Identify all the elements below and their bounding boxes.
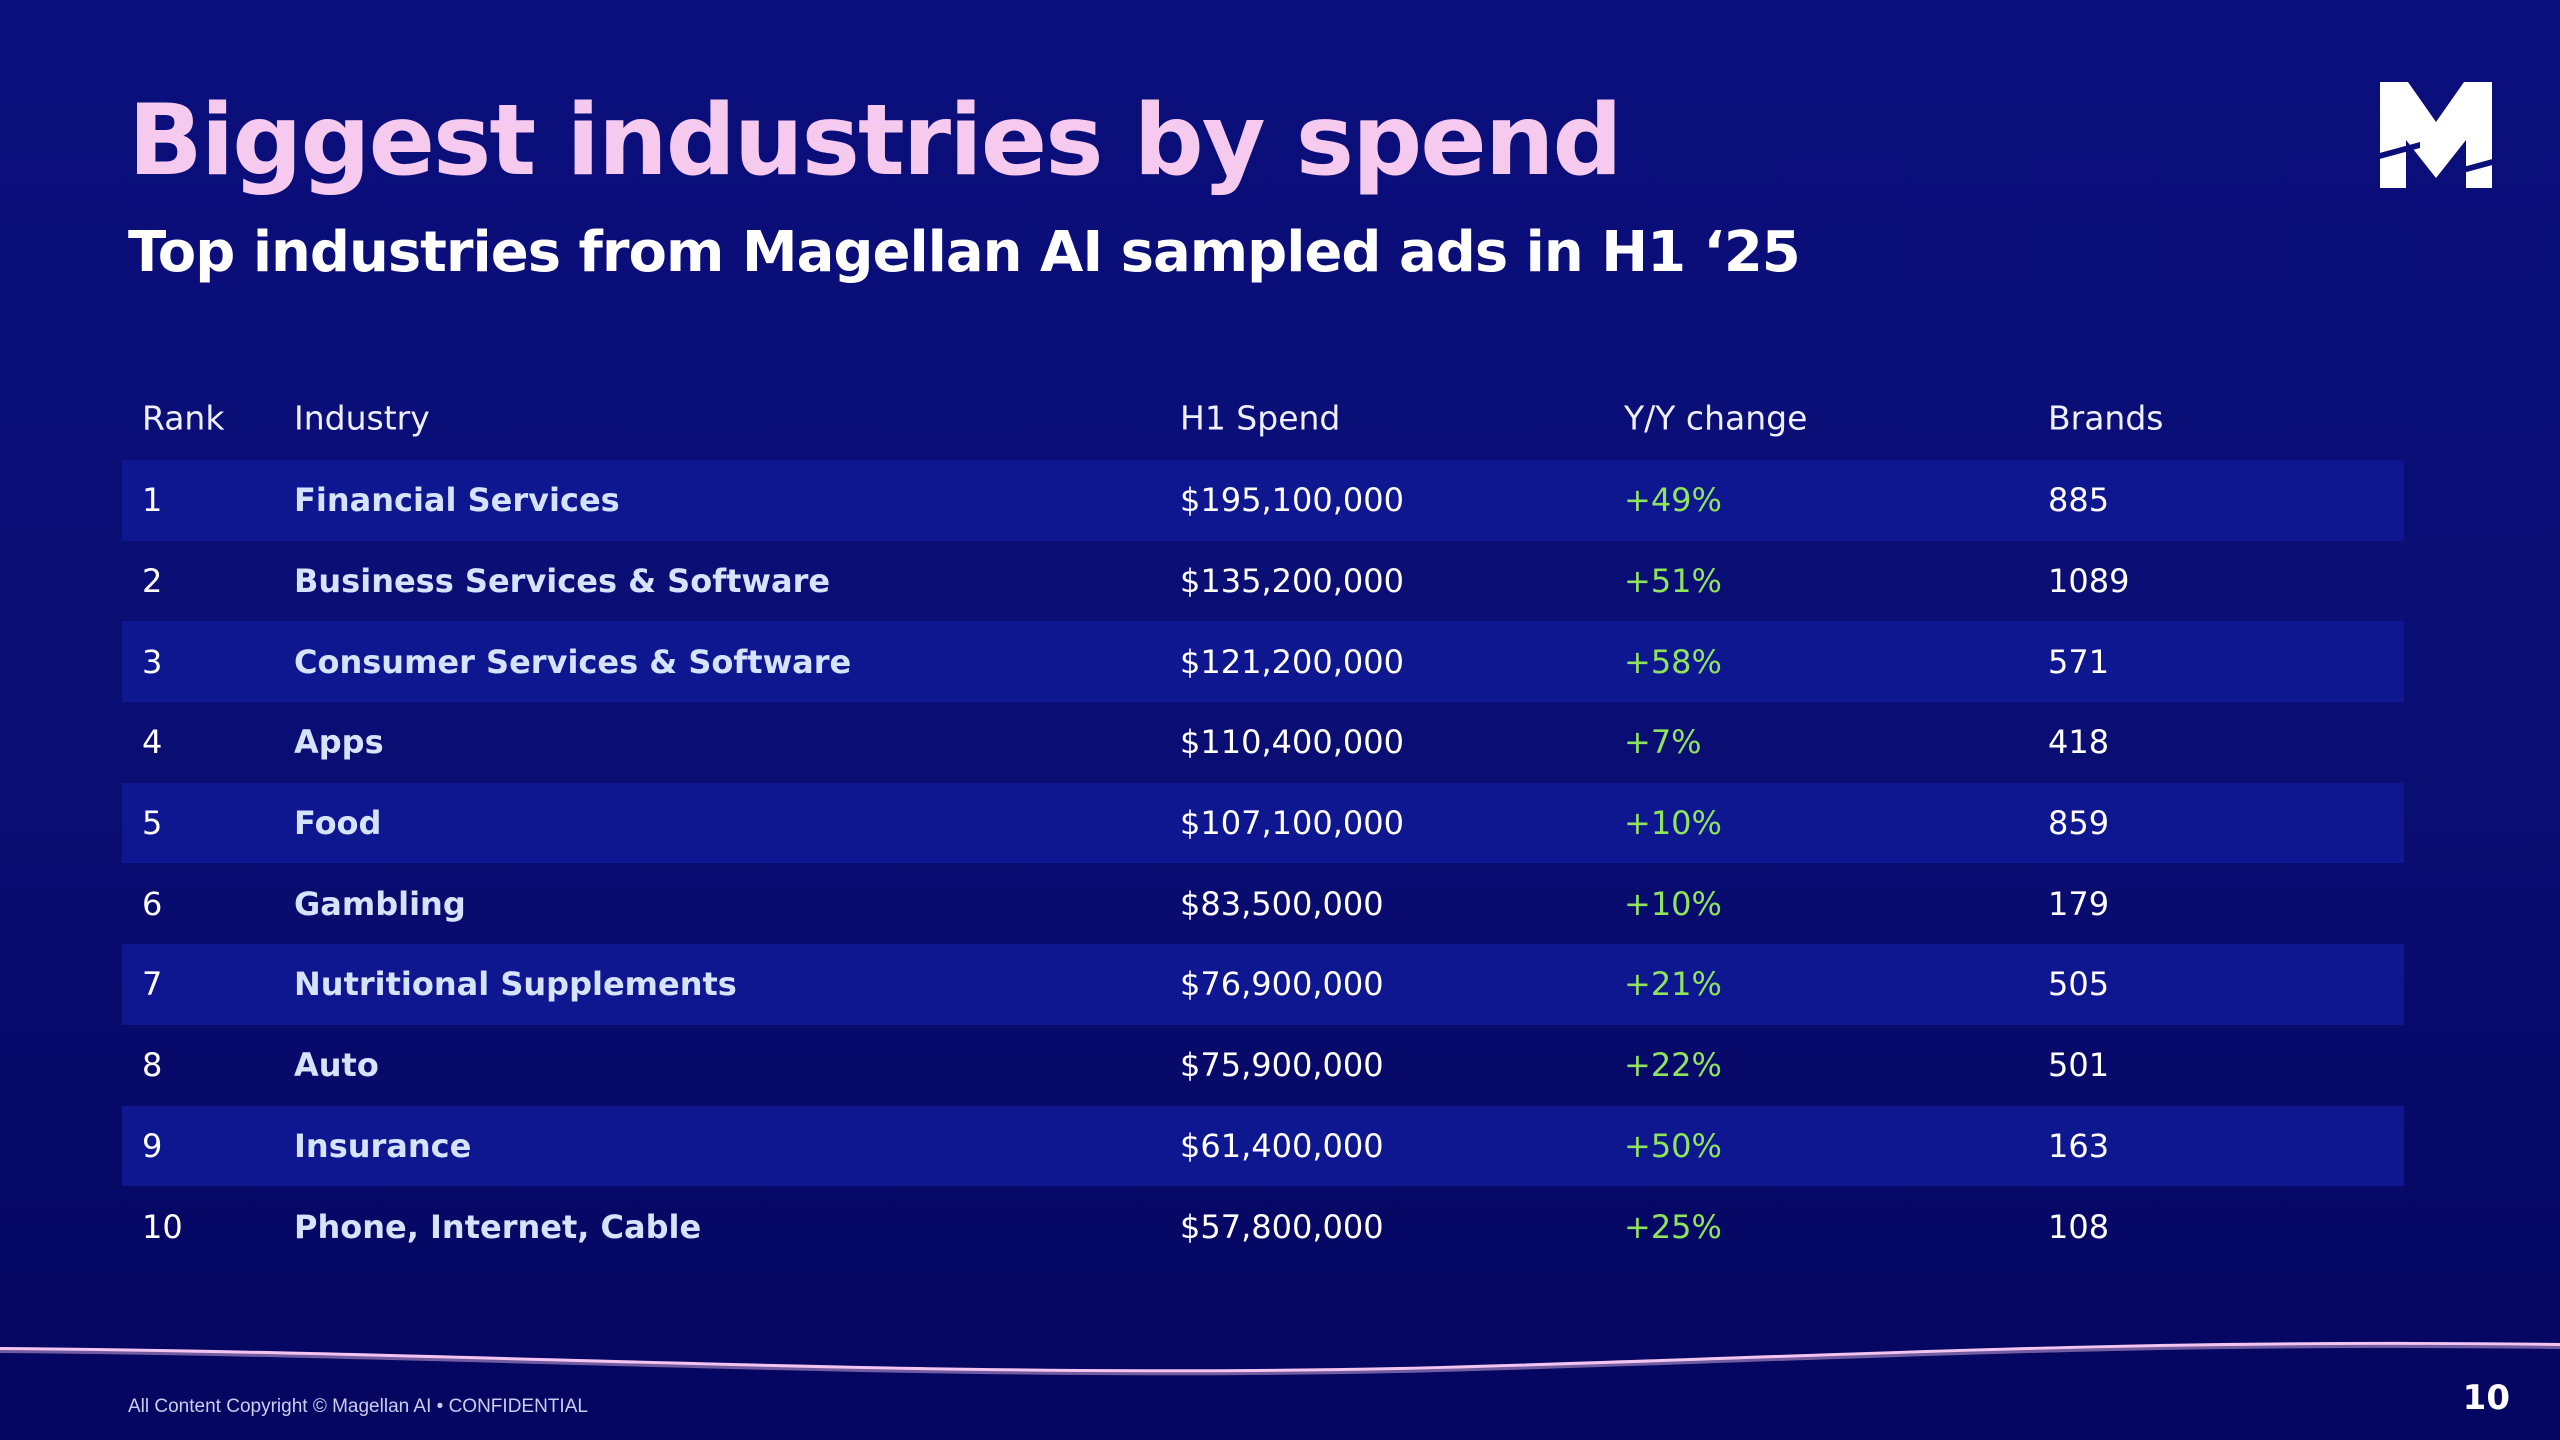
cell-spend: $195,100,000	[1180, 481, 1404, 520]
cell-brands: 179	[2048, 884, 2110, 923]
table-row: 8 Auto $75,900,000 +22% 501	[122, 1025, 2404, 1106]
cell-industry: Insurance	[294, 1126, 472, 1165]
header-brands: Brands	[2048, 398, 2164, 438]
header-industry: Industry	[294, 398, 430, 438]
cell-change: +7%	[1624, 723, 1702, 762]
table-row: 4 Apps $110,400,000 +7% 418	[122, 702, 2404, 783]
cell-brands: 163	[2048, 1126, 2110, 1165]
cell-change: +58%	[1624, 642, 1722, 681]
cell-rank: 7	[142, 965, 163, 1004]
cell-brands: 1089	[2048, 562, 2130, 601]
cell-brands: 571	[2048, 642, 2110, 681]
cell-rank: 10	[142, 1207, 183, 1246]
cell-change: +49%	[1624, 481, 1722, 520]
table-row: 9 Insurance $61,400,000 +50% 163	[122, 1105, 2404, 1187]
page-number: 10	[2462, 1378, 2510, 1418]
cell-change: +10%	[1624, 884, 1722, 923]
cell-spend: $75,900,000	[1180, 1046, 1384, 1085]
table-row: 6 Gambling $83,500,000 +10% 179	[122, 863, 2404, 944]
header-spend: H1 Spend	[1180, 398, 1341, 438]
cell-industry: Food	[294, 804, 382, 843]
cell-brands: 505	[2048, 965, 2110, 1004]
industries-table: Rank Industry H1 Spend Y/Y change Brands…	[122, 376, 2404, 1267]
cell-industry: Auto	[294, 1046, 379, 1085]
table-row: 10 Phone, Internet, Cable $57,800,000 +2…	[122, 1186, 2404, 1267]
cell-spend: $57,800,000	[1180, 1207, 1384, 1246]
table-header: Rank Industry H1 Spend Y/Y change Brands	[122, 376, 2404, 460]
cell-spend: $61,400,000	[1180, 1126, 1384, 1165]
cell-rank: 4	[142, 723, 163, 762]
cell-industry: Phone, Internet, Cable	[294, 1207, 702, 1246]
cell-change: +50%	[1624, 1126, 1722, 1165]
cell-change: +51%	[1624, 562, 1722, 601]
cell-spend: $121,200,000	[1180, 642, 1404, 681]
cell-rank: 5	[142, 804, 163, 843]
cell-brands: 501	[2048, 1046, 2110, 1085]
page-title: Biggest industries by spend	[128, 84, 1623, 198]
cell-change: +10%	[1624, 804, 1722, 843]
cell-industry: Business Services & Software	[294, 562, 831, 601]
cell-industry: Financial Services	[294, 481, 620, 520]
cell-spend: $110,400,000	[1180, 723, 1404, 762]
cell-spend: $135,200,000	[1180, 562, 1404, 601]
header-rank: Rank	[142, 398, 225, 438]
copyright-notice: All Content Copyright © Magellan AI • CO…	[128, 1396, 588, 1417]
decorative-wave	[0, 1341, 2560, 1380]
cell-rank: 6	[142, 884, 163, 923]
table-row: 3 Consumer Services & Software $121,200,…	[122, 621, 2404, 703]
header-change: Y/Y change	[1624, 398, 1808, 438]
table-row: 1 Financial Services $195,100,000 +49% 8…	[122, 460, 2404, 541]
cell-industry: Gambling	[294, 884, 466, 923]
cell-rank: 8	[142, 1046, 163, 1085]
cell-brands: 859	[2048, 804, 2110, 843]
cell-spend: $76,900,000	[1180, 965, 1384, 1004]
cell-industry: Nutritional Supplements	[294, 965, 737, 1004]
cell-rank: 2	[142, 562, 163, 601]
table-row: 7 Nutritional Supplements $76,900,000 +2…	[122, 944, 2404, 1025]
cell-rank: 3	[142, 642, 163, 681]
cell-change: +22%	[1624, 1046, 1722, 1085]
page-subtitle: Top industries from Magellan AI sampled …	[128, 220, 1801, 285]
cell-industry: Apps	[294, 723, 384, 762]
magellan-m-logo-icon	[2380, 82, 2492, 188]
cell-rank: 9	[142, 1126, 163, 1165]
table-row: 5 Food $107,100,000 +10% 859	[122, 782, 2404, 864]
cell-spend: $83,500,000	[1180, 884, 1384, 923]
table-row: 2 Business Services & Software $135,200,…	[122, 541, 2404, 622]
cell-brands: 885	[2048, 481, 2110, 520]
cell-brands: 418	[2048, 723, 2110, 762]
cell-spend: $107,100,000	[1180, 804, 1404, 843]
cell-rank: 1	[142, 481, 163, 520]
cell-brands: 108	[2048, 1207, 2110, 1246]
cell-change: +21%	[1624, 965, 1722, 1004]
cell-industry: Consumer Services & Software	[294, 642, 852, 681]
cell-change: +25%	[1624, 1207, 1722, 1246]
